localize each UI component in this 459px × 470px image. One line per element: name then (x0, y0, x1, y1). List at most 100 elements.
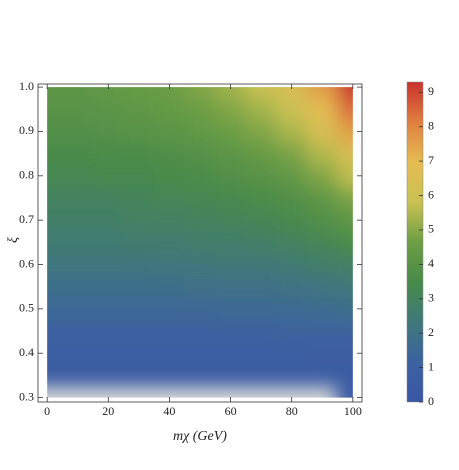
y-tick-label: 0.7 (19, 212, 34, 226)
density-cell (306, 363, 339, 387)
density-cell (47, 164, 63, 188)
density-cell (47, 186, 63, 210)
density-cell (337, 186, 353, 210)
density-cell (47, 87, 63, 99)
colorbar-tick-label: 4 (428, 256, 434, 270)
density-cell (61, 119, 94, 144)
colorbar (406, 81, 424, 403)
density-cell (306, 186, 339, 210)
density-cell (153, 363, 186, 387)
density-cell (153, 297, 186, 321)
density-cell (61, 230, 94, 254)
density-cell (275, 119, 308, 144)
density-cell (275, 186, 308, 210)
density-cell (337, 208, 353, 232)
density-cell (153, 275, 186, 299)
density-cell (306, 142, 339, 166)
density-cell (47, 230, 63, 254)
y-tick-label: 0.8 (19, 168, 34, 182)
density-cell (306, 87, 339, 99)
density-cell (47, 363, 63, 387)
density-cell (123, 119, 155, 144)
plot-frame (37, 83, 363, 403)
density-cell (61, 275, 94, 299)
y-tick-label: 0.6 (19, 256, 34, 270)
x-tick-label: 100 (344, 404, 362, 418)
density-cell (337, 97, 353, 121)
density-cell (275, 230, 308, 254)
density-cell (153, 97, 186, 121)
density-cell (184, 208, 216, 232)
density-cell (184, 142, 216, 166)
colorbar-tick-label: 3 (428, 291, 434, 305)
density-cell (61, 208, 94, 232)
density-cell (184, 341, 216, 365)
density-cell (61, 164, 94, 188)
density-cell (47, 142, 63, 166)
colorbar-tick-label: 2 (428, 325, 434, 339)
density-cell (275, 164, 308, 188)
density-cell (184, 275, 216, 299)
density-cell (214, 230, 247, 254)
density-cell (306, 341, 339, 365)
density-field (47, 87, 353, 398)
density-cell (153, 252, 186, 277)
colorbar-tick-label: 6 (428, 187, 434, 201)
density-cell (184, 363, 216, 387)
y-tick-label: 0.3 (19, 389, 34, 403)
density-cell (92, 341, 125, 365)
density-cell (153, 142, 186, 166)
x-tick-label: 80 (286, 404, 298, 418)
density-cell (275, 275, 308, 299)
density-cell (47, 275, 63, 299)
density-cell (337, 230, 353, 254)
density-cells (47, 87, 353, 398)
density-cell (306, 119, 339, 144)
density-cell (184, 319, 216, 343)
density-cell (214, 341, 247, 365)
density-cell (275, 87, 308, 99)
density-cell (245, 341, 277, 365)
density-cell (245, 119, 277, 144)
density-cell (123, 142, 155, 166)
colorbar-tick-label: 9 (428, 84, 434, 98)
y-axis-label: ξ (6, 237, 21, 243)
density-cell (61, 297, 94, 321)
density-cell (92, 297, 125, 321)
x-tick-label: 40 (163, 404, 175, 418)
density-cell (153, 319, 186, 343)
density-cell (153, 119, 186, 144)
density-cell (123, 164, 155, 188)
density-cell (245, 164, 277, 188)
density-cell (184, 297, 216, 321)
density-cell (92, 230, 125, 254)
density-cell (153, 164, 186, 188)
density-cell (275, 341, 308, 365)
density-cell (275, 252, 308, 277)
density-cell (153, 230, 186, 254)
density-cell (275, 319, 308, 343)
density-cell (245, 297, 277, 321)
density-cell (337, 363, 353, 387)
density-cell (245, 275, 277, 299)
colorbar-tick-label: 5 (428, 222, 434, 236)
density-cell (123, 275, 155, 299)
density-cell (337, 119, 353, 144)
density-cell (184, 230, 216, 254)
density-cell (61, 186, 94, 210)
density-cell (47, 252, 63, 277)
density-cell (153, 208, 186, 232)
density-cell (123, 297, 155, 321)
density-cell (92, 252, 125, 277)
density-cell (275, 142, 308, 166)
density-cell (92, 208, 125, 232)
density-cell (245, 142, 277, 166)
y-tick-label: 1.0 (19, 79, 34, 93)
density-cell (47, 119, 63, 144)
density-cell (47, 319, 63, 343)
y-tick-label: 0.5 (19, 301, 34, 315)
density-cell (123, 363, 155, 387)
density-cell (337, 87, 353, 99)
density-cell (184, 252, 216, 277)
